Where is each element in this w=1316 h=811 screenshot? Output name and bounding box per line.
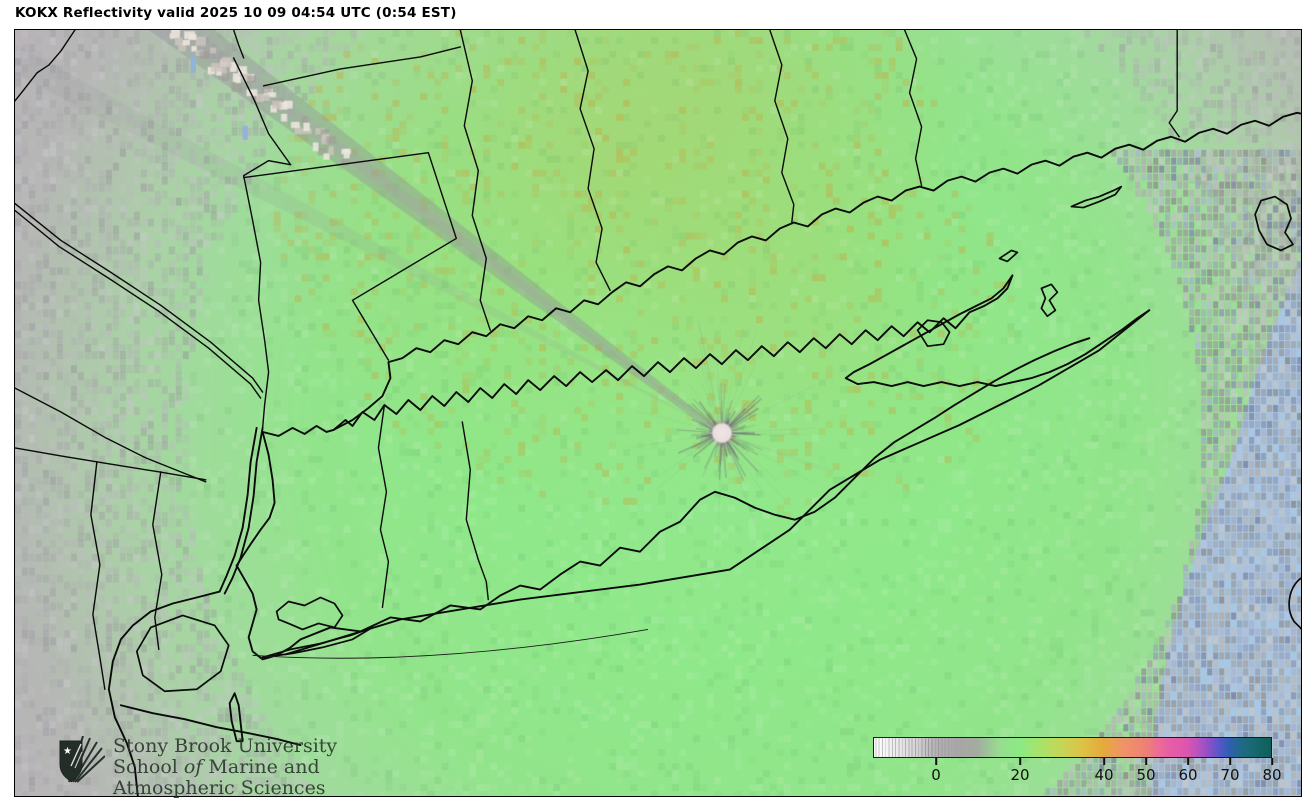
jamaica-bay-outline — [275, 596, 344, 631]
county-line — [242, 159, 292, 177]
coastlines — [107, 111, 1301, 796]
border-diagonal — [262, 46, 462, 87]
harbor-channel-line — [252, 628, 649, 659]
colorbar-stripes — [873, 737, 955, 758]
sandy-hook-spit — [228, 692, 244, 743]
long-island-barrier-beach — [284, 309, 1151, 656]
connecticut-coastline — [332, 111, 1301, 431]
nj-ny-line — [15, 387, 207, 483]
brand-line-1: Stony Brook University — [113, 735, 338, 757]
colorbar-tick-label: 40 — [1094, 766, 1114, 784]
county-line — [242, 174, 270, 429]
colorbar-tick-label: 0 — [931, 766, 941, 784]
bronx-shore — [261, 425, 335, 437]
colorbar-tick-label: 20 — [1010, 766, 1030, 784]
rockaway-barrier — [261, 626, 374, 659]
fishers-island-outline — [1070, 185, 1123, 209]
shelter-island-outline — [916, 319, 951, 348]
ct-county-line-4 — [903, 30, 923, 187]
colorbar-tick — [1103, 758, 1105, 765]
nj-county-line-2 — [90, 461, 106, 690]
brand-line-3: Atmospheric Sciences — [113, 777, 326, 799]
brooklyn-shore — [235, 564, 302, 661]
state-borders — [232, 30, 1180, 361]
ct-ri-border — [1168, 30, 1180, 138]
radar-field-canvas — [15, 30, 1301, 796]
nassau-suffolk-line — [461, 421, 489, 601]
county-line — [15, 202, 264, 393]
ct-county-line-1 — [459, 30, 491, 331]
block-island-outline — [1254, 195, 1294, 252]
stonybrook-wordmark: Stony Brook University School of Marine … — [113, 736, 337, 799]
colorbar-ticks: 0 20 40 50 60 70 80 — [873, 737, 1282, 784]
raritan-bay-shore — [119, 704, 302, 747]
colorbar-tick — [1145, 758, 1147, 765]
colorbar-tick — [1229, 758, 1231, 765]
radar-title: KOKX Reflectivity valid 2025 10 09 04:54… — [15, 5, 457, 21]
long-island-north-shore — [332, 274, 1151, 431]
reflectivity-colorbar: 0 20 40 50 60 70 80 — [873, 737, 1282, 784]
gardiners-island-outline — [1040, 283, 1059, 318]
colorbar-gradient — [873, 737, 1272, 758]
plum-island-outline — [998, 249, 1019, 263]
colorbar-tick-label: 50 — [1136, 766, 1156, 784]
ct-county-line-2 — [574, 30, 611, 292]
stonybrook-logo: ★ Stony Brook University School of Marin… — [59, 736, 337, 799]
colorbar-tick — [935, 758, 937, 765]
radar-map: ★ Stony Brook University School of Marin… — [14, 29, 1302, 799]
colorbar-tick-label: 80 — [1262, 766, 1282, 784]
boundaries-overlay — [15, 30, 1301, 796]
east-river-shore — [235, 431, 276, 567]
county-lines — [15, 30, 923, 690]
colorbar-tick — [1019, 758, 1021, 765]
new-jersey-shore — [107, 590, 221, 796]
stonybrook-shield-icon: ★ — [59, 736, 105, 783]
staten-island-outline — [135, 614, 230, 693]
svg-text:★: ★ — [63, 746, 72, 757]
colorbar-tick — [1271, 758, 1273, 765]
queens-nassau-line — [377, 404, 390, 609]
long-island-south-shore — [299, 337, 1091, 641]
hudson-river-west-bank — [218, 427, 258, 593]
islands — [916, 185, 1301, 630]
nj-county-line-3 — [152, 471, 163, 651]
county-line — [15, 209, 262, 399]
hudson-river-east-bank — [223, 427, 264, 595]
ny-ct-border — [232, 57, 292, 166]
edge-island-outline — [1288, 577, 1301, 630]
nj-county-line-1 — [15, 447, 207, 481]
brand-line-2: School of Marine and — [113, 756, 320, 778]
colorbar-tick-label: 70 — [1220, 766, 1240, 784]
county-line — [15, 30, 76, 102]
county-line — [232, 30, 245, 59]
ct-county-line-3 — [769, 30, 795, 224]
colorbar-tick-label: 60 — [1178, 766, 1198, 784]
ny-ct-border-zigzag — [242, 151, 458, 361]
colorbar-tick — [1187, 758, 1189, 765]
